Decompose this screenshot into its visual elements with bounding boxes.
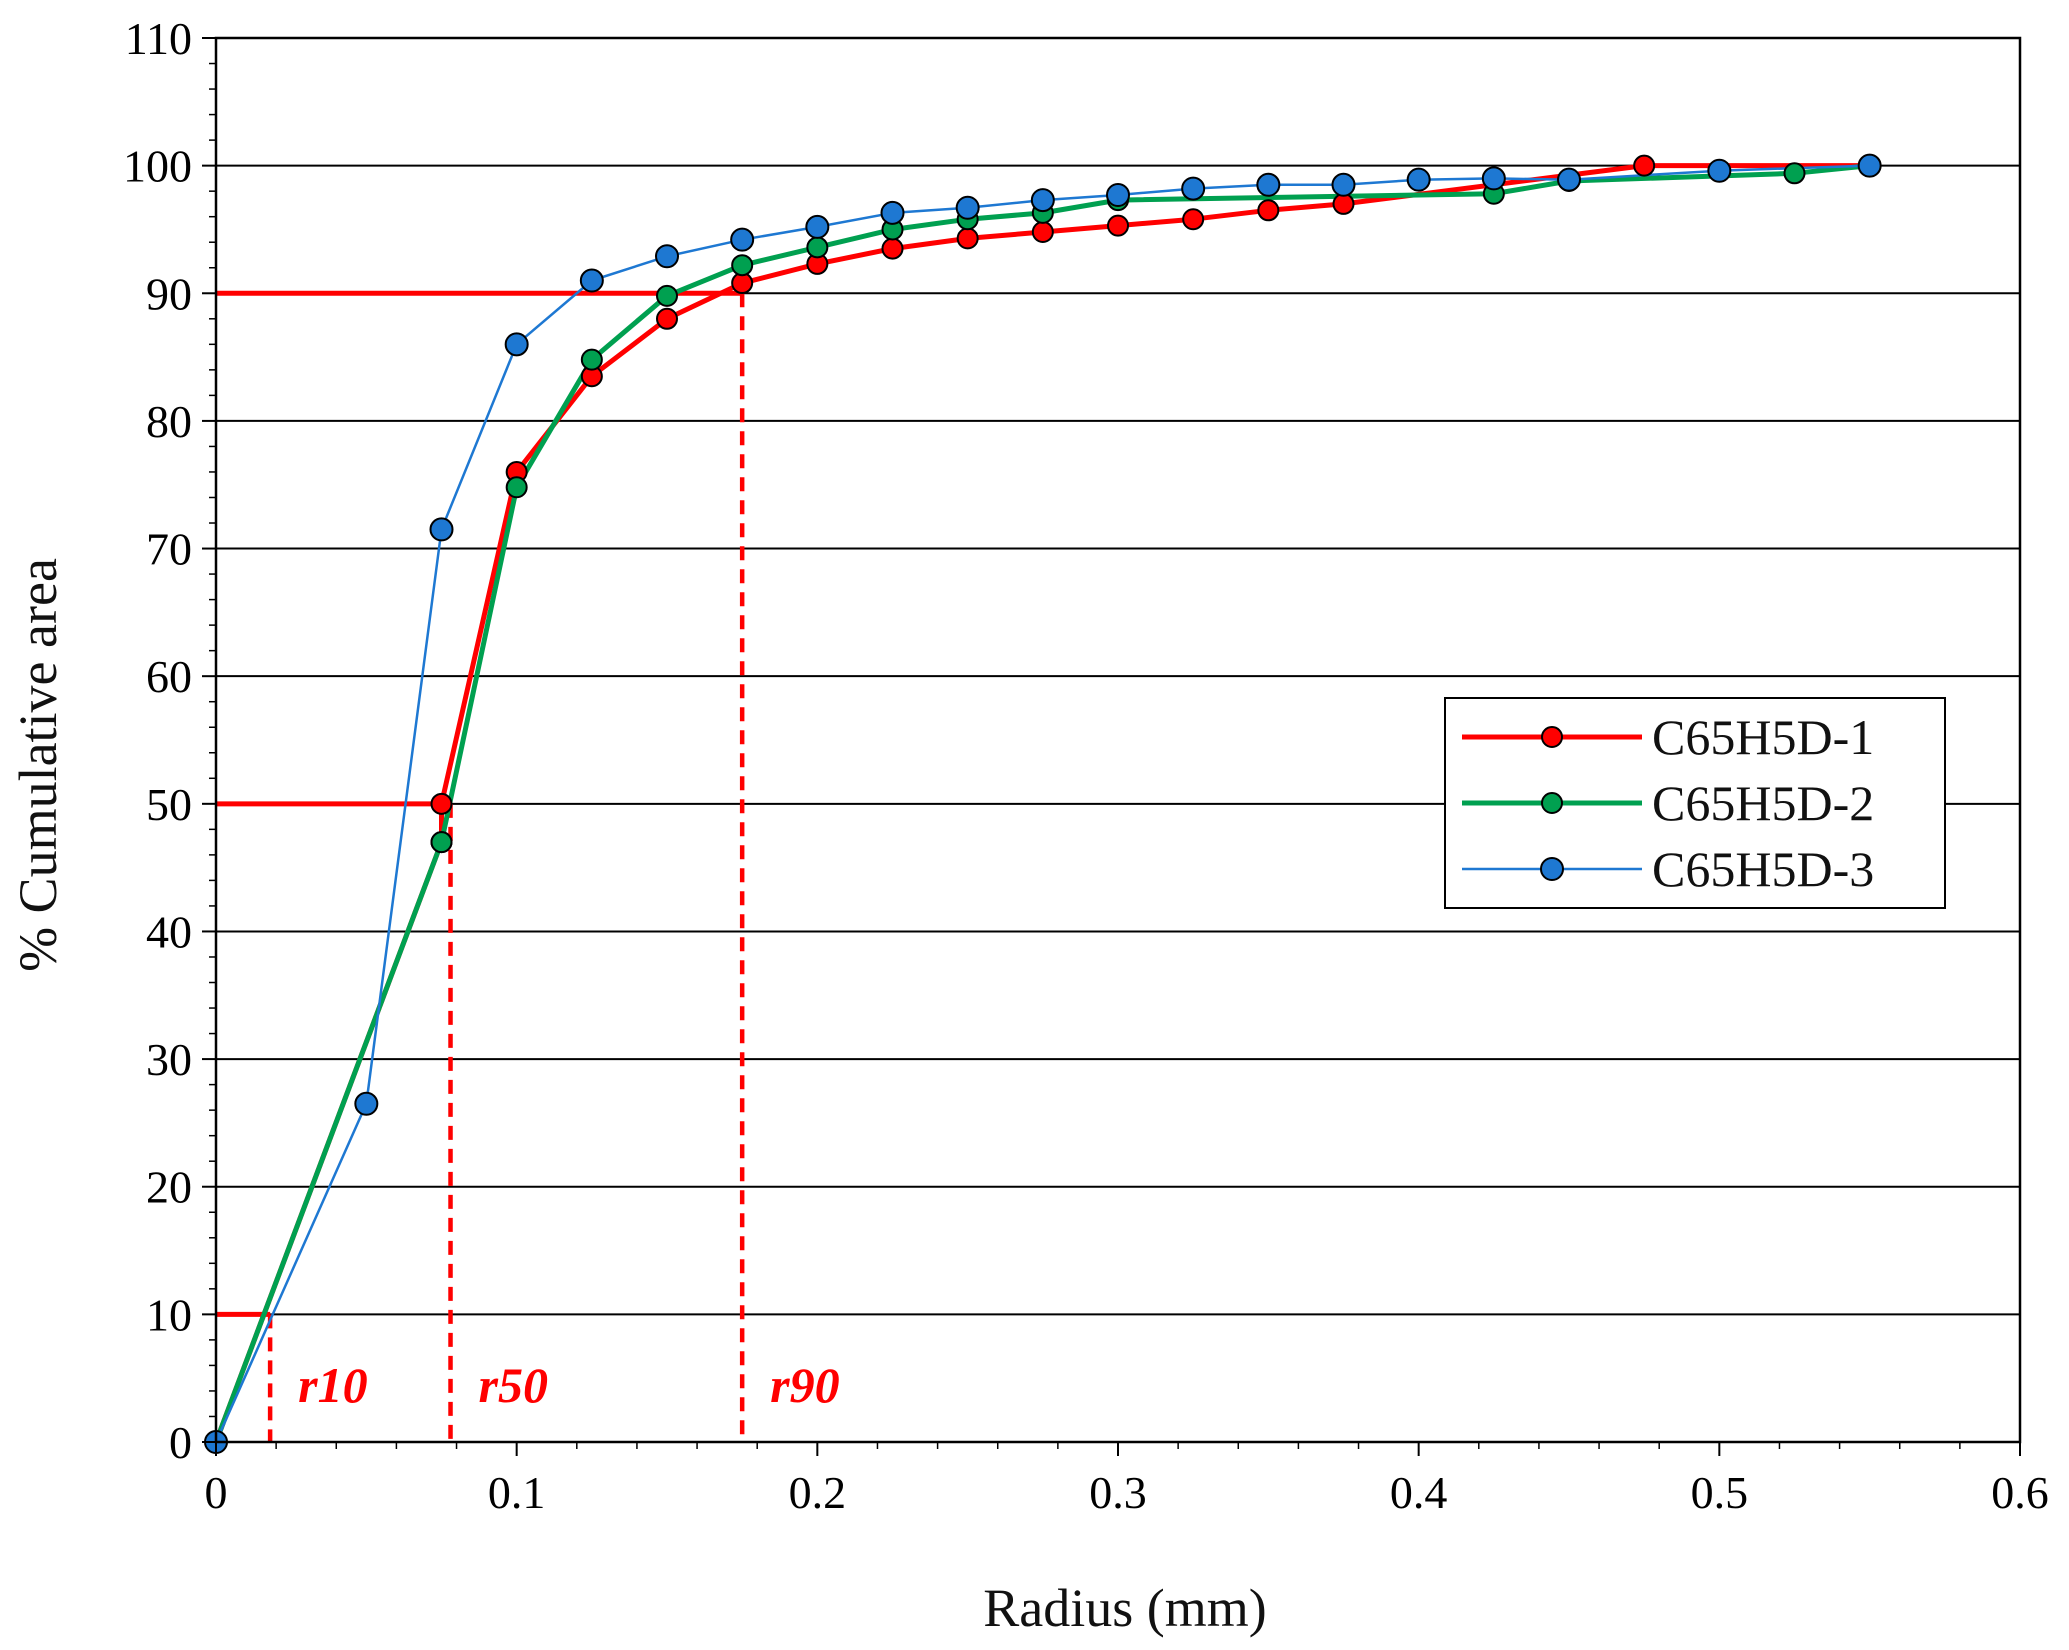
data-point-C65H5D-2-1 — [430, 831, 453, 854]
data-point-C65H5D-1-9 — [956, 227, 979, 250]
x-axis-title: Radius (mm) — [983, 1578, 1266, 1638]
annotation-r50: r50 — [479, 1357, 548, 1413]
y-tick-label-70: 70 — [146, 524, 192, 575]
x-tick-label-6: 0.6 — [1991, 1467, 2049, 1518]
series-lines — [204, 153, 1882, 1454]
y-tick-label-90: 90 — [146, 268, 192, 319]
legend-label-C65H5D-3: C65H5D-3 — [1652, 841, 1874, 897]
data-point-C65H5D-3-10 — [1030, 188, 1055, 213]
x-tick-label-1: 0.1 — [488, 1467, 546, 1518]
axis-ticks: 0 10 20 30 40 50 60 70 80 90 100 110 0 0.1 0.2 0.3 0.4 0.… — [123, 13, 2049, 1518]
annotation-r90: r90 — [770, 1357, 839, 1413]
data-point-C65H5D-2-3 — [580, 348, 603, 371]
data-point-C65H5D-3-7 — [805, 214, 830, 239]
y-tick-label-110: 110 — [125, 13, 192, 64]
y-tick-label-10: 10 — [146, 1289, 192, 1340]
data-point-C65H5D-1-14 — [1332, 192, 1355, 215]
y-tick-label-80: 80 — [146, 396, 192, 447]
x-tick-label-2: 0.2 — [789, 1467, 847, 1518]
data-point-C65H5D-3-8 — [880, 200, 905, 225]
data-point-C65H5D-2-4 — [656, 284, 678, 307]
reference-lines — [216, 290, 745, 1442]
data-point-C65H5D-1-8 — [881, 237, 904, 260]
annotation-r10: r10 — [298, 1357, 367, 1413]
data-point-C65H5D-3-9 — [955, 195, 980, 220]
data-point-C65H5D-1-10 — [1031, 221, 1054, 244]
data-point-C65H5D-3-11 — [1106, 182, 1130, 207]
data-point-C65H5D-3-4 — [579, 268, 604, 293]
data-point-C65H5D-1-2 — [430, 792, 453, 815]
data-point-C65H5D-3-1 — [354, 1091, 379, 1116]
data-point-C65H5D-3-17 — [1557, 167, 1581, 192]
data-point-C65H5D-3-18 — [1707, 158, 1732, 183]
data-point-C65H5D-3-13 — [1256, 172, 1281, 197]
y-tick-label-0: 0 — [169, 1417, 192, 1468]
data-point-C65H5D-3-15 — [1406, 167, 1431, 192]
data-point-C65H5D-2-6 — [806, 236, 829, 259]
legend-label-C65H5D-1: C65H5D-1 — [1652, 709, 1874, 765]
data-point-C65H5D-1-15 — [1633, 154, 1656, 177]
data-point-C65H5D-3-14 — [1331, 172, 1356, 197]
y-tick-label-30: 30 — [146, 1034, 192, 1085]
data-point-C65H5D-3-12 — [1181, 176, 1206, 201]
x-tick-label-4: 0.4 — [1390, 1467, 1448, 1518]
data-point-C65H5D-1-5 — [656, 307, 678, 330]
x-tick-label-3: 0.3 — [1089, 1467, 1147, 1518]
y-tick-label-40: 40 — [146, 906, 192, 957]
legend-marker-C65H5D-2 — [1541, 792, 1563, 814]
data-point-C65H5D-3-3 — [504, 332, 529, 357]
data-point-C65H5D-2-2 — [505, 476, 528, 499]
y-tick-label-20: 20 — [146, 1162, 192, 1213]
legend-label-C65H5D-2: C65H5D-2 — [1652, 775, 1874, 831]
legend-marker-C65H5D-1 — [1541, 726, 1563, 748]
legend-marker-C65H5D-3 — [1540, 857, 1564, 881]
data-point-C65H5D-1-12 — [1182, 208, 1205, 231]
y-tick-label-100: 100 — [123, 141, 192, 192]
legend: C65H5D-1 C65H5D-2 C65H5D-3 — [1444, 697, 1946, 909]
data-point-C65H5D-1-13 — [1257, 199, 1280, 222]
data-point-C65H5D-3-5 — [655, 244, 679, 269]
y-axis-title: % Cumulative area — [8, 558, 68, 972]
y-tick-label-50: 50 — [146, 779, 192, 830]
data-point-C65H5D-2-13 — [1783, 162, 1806, 185]
series-line-C65H5D-3 — [214, 164, 1870, 1443]
x-tick-label-0: 0 — [205, 1467, 228, 1518]
x-tick-label-5: 0.5 — [1691, 1467, 1749, 1518]
data-point-C65H5D-3-2 — [429, 517, 454, 542]
data-point-C65H5D-3-16 — [1481, 166, 1506, 191]
data-point-C65H5D-3-6 — [730, 227, 755, 252]
y-tick-label-60: 60 — [146, 651, 192, 702]
data-point-C65H5D-1-11 — [1107, 214, 1129, 237]
data-point-C65H5D-2-5 — [731, 254, 754, 277]
data-point-C65H5D-3-19 — [1857, 153, 1882, 178]
reference-annotations: r10 r50 r90 — [298, 1357, 840, 1413]
